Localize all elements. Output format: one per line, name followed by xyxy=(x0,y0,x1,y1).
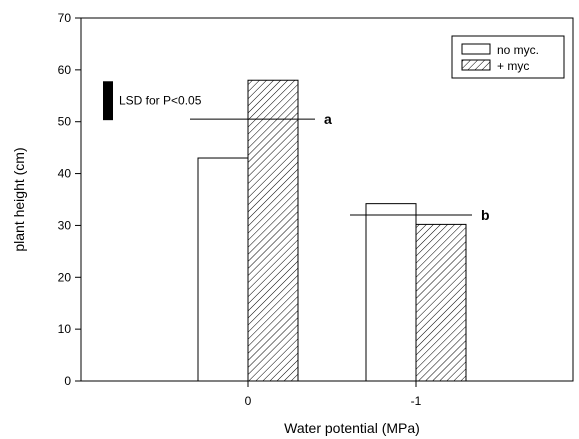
axes: 0 10 20 30 40 50 60 70 0 -1 Water potential (MPa) p… xyxy=(11,11,574,436)
plot-frame xyxy=(80,17,574,382)
legend-label-1: no myc. xyxy=(497,43,539,57)
legend-swatch-2 xyxy=(461,59,491,71)
y-tick-label: 0 xyxy=(64,374,71,388)
lsd-bar xyxy=(103,81,113,121)
y-tick-label: 70 xyxy=(58,11,72,25)
y-tick-label: 20 xyxy=(58,270,72,284)
bar-plus-myc-1 xyxy=(247,79,299,382)
legend-swatch-1 xyxy=(461,43,491,55)
annotations: LSD for P<0.05 a b xyxy=(103,81,490,223)
y-tick-label: 10 xyxy=(58,322,72,336)
legend: no myc. + myc xyxy=(451,35,565,79)
lsd-label: LSD for P<0.05 xyxy=(119,94,202,108)
y-tick-label: 50 xyxy=(58,115,72,129)
legend-box xyxy=(451,35,565,79)
y-axis-title: plant height (cm) xyxy=(11,147,27,251)
y-tick-label: 60 xyxy=(58,63,72,77)
group-letter-a: a xyxy=(324,111,332,127)
x-tick-label: 0 xyxy=(245,394,252,408)
bar-no-myc-1 xyxy=(197,157,249,382)
group-letter-b: b xyxy=(481,207,490,223)
y-tick-label: 30 xyxy=(58,218,72,232)
bar-plus-myc-2 xyxy=(415,223,467,382)
y-tick-label: 40 xyxy=(58,167,72,181)
x-tick-label: -1 xyxy=(411,394,422,408)
bars xyxy=(197,79,467,382)
x-axis-title: Water potential (MPa) xyxy=(284,420,420,436)
bar-no-myc-2 xyxy=(365,203,417,382)
legend-label-2: + myc xyxy=(497,59,529,73)
